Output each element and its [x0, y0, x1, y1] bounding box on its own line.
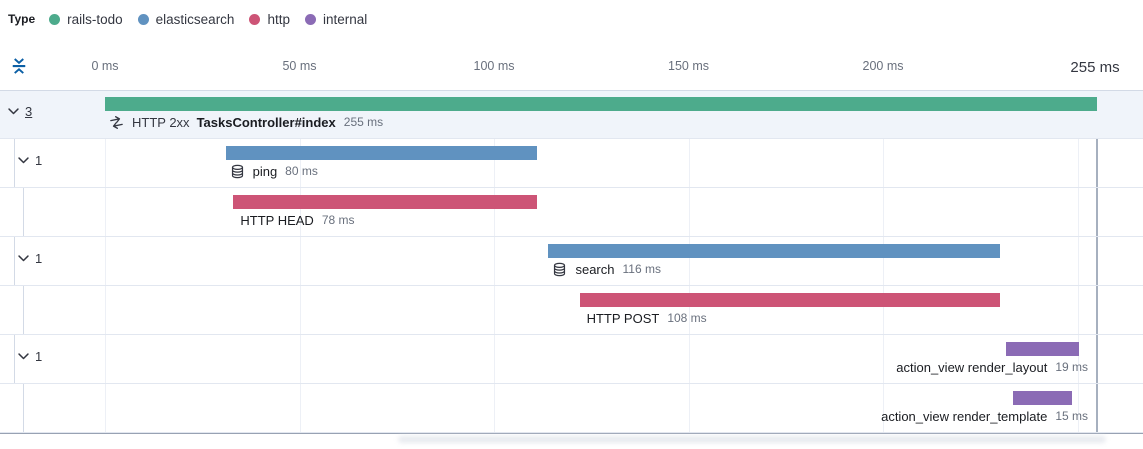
legend-dot-icon: [137, 13, 149, 25]
span-label: search 116 ms: [552, 260, 661, 278]
fold-icon: [10, 57, 28, 78]
timeline-gridline: [688, 90, 690, 433]
axis-end-label: 255 ms: [1070, 59, 1120, 76]
indent-guide-line: [22, 188, 24, 236]
indent-guide-line: [22, 384, 24, 432]
span-label: ping 80 ms: [230, 162, 318, 180]
span-label: HTTP POST 108 ms: [587, 309, 707, 327]
waterfall-row: action_view render_template 15 ms: [0, 384, 1143, 433]
legend-dot-icon: [249, 13, 261, 25]
legend-dot-icon: [304, 13, 316, 25]
accordion-toggle[interactable]: 3: [7, 105, 32, 118]
indent-guide-line: [13, 335, 15, 383]
child-count: 1: [35, 251, 43, 266]
span-name: action_view render_template: [881, 408, 1048, 424]
accordion-toggle[interactable]: 1: [17, 350, 42, 363]
waterfall-row: 1 action_view render_layout 19 ms: [0, 335, 1143, 384]
legend-dot-icon: [49, 13, 61, 25]
accordion-toggle[interactable]: 1: [17, 154, 42, 167]
axis-bottom-border: [0, 90, 1143, 91]
span-duration: 78 ms: [321, 213, 355, 227]
span-name: ping: [252, 163, 278, 179]
span-name: action_view render_layout: [896, 359, 1048, 375]
span-bar-elasticsearch[interactable]: [548, 244, 1000, 258]
span-bar-http[interactable]: [579, 293, 1000, 307]
legend-item-label: internal: [322, 11, 368, 27]
span-duration: 108 ms: [667, 311, 707, 325]
legend-item-label: rails-todo: [67, 11, 123, 27]
waterfall-row: HTTP POST 108 ms: [0, 286, 1143, 335]
merge-transaction-icon: [109, 115, 124, 130]
timeline-gridline: [299, 90, 301, 433]
axis-tick-label: 50 ms: [282, 59, 317, 73]
span-name: HTTP POST: [586, 310, 660, 326]
span-duration: 15 ms: [1055, 409, 1088, 423]
waterfall-row: 1 search 116 ms: [0, 237, 1143, 286]
chevron-down-icon: [7, 105, 20, 118]
chevron-down-icon: [17, 154, 30, 167]
legend-item-label: http: [267, 11, 290, 27]
legend-item-internal: internal: [304, 11, 368, 27]
span-label: action_view render_layout 19 ms: [896, 358, 1088, 376]
span-label: HTTP HEAD 78 ms: [240, 211, 354, 229]
indent-guide-line: [13, 139, 15, 187]
database-icon: [230, 164, 245, 179]
chevron-down-icon: [17, 252, 30, 265]
span-bar-rails-todo[interactable]: [105, 97, 1097, 111]
span-duration: 255 ms: [343, 115, 384, 129]
waterfall-row: 3 HTTP 2xx TasksController#index 255 ms: [0, 90, 1143, 139]
timeline-gridline: [1077, 90, 1079, 433]
span-prefix: HTTP 2xx: [132, 114, 190, 130]
span-bar-elasticsearch[interactable]: [225, 146, 537, 160]
span-bar-internal[interactable]: [1005, 342, 1080, 356]
timeline-gridline: [883, 90, 885, 433]
horizontal-scrollbar[interactable]: [398, 436, 1106, 443]
timeline-gridline: [105, 90, 106, 433]
legend-item-elasticsearch: elasticsearch: [137, 11, 235, 27]
accordion-toggle[interactable]: 1: [17, 252, 42, 265]
waterfall-row: 1 ping 80 ms: [0, 139, 1143, 188]
child-count: 1: [35, 153, 43, 168]
legend-item-rails-todo: rails-todo: [49, 12, 123, 27]
chevron-down-icon: [17, 350, 30, 363]
legend-item-http: http: [249, 12, 290, 27]
span-label: HTTP 2xx TasksController#index 255 ms: [109, 113, 383, 131]
axis-tick-label: 100 ms: [473, 59, 515, 73]
axis-tick-label: 200 ms: [862, 59, 904, 73]
trace-end-marker-line: [1096, 90, 1098, 433]
chart-bottom-border: [0, 433, 1143, 434]
axis-tick-label: 150 ms: [668, 59, 710, 73]
axis-tick-label: 0 ms: [91, 59, 119, 73]
waterfall-row: HTTP HEAD 78 ms: [0, 188, 1143, 237]
type-legend: Type rails-todo elasticsearch http internal: [8, 8, 382, 30]
collapse-all-button[interactable]: [6, 54, 32, 80]
legend-item-label: elasticsearch: [155, 11, 235, 27]
span-duration: 19 ms: [1055, 360, 1088, 374]
timeline-gridline: [494, 90, 496, 433]
span-label: action_view render_template 15 ms: [881, 407, 1088, 425]
child-count: 1: [35, 349, 43, 364]
span-name: HTTP HEAD: [240, 212, 314, 228]
indent-guide-line: [22, 286, 24, 334]
child-count: 3: [25, 104, 33, 119]
span-bar-http[interactable]: [233, 195, 537, 209]
span-name: search: [575, 261, 615, 277]
database-icon: [552, 262, 567, 277]
span-bar-internal[interactable]: [1013, 391, 1072, 405]
legend-title: Type: [8, 12, 36, 26]
span-duration: 80 ms: [285, 164, 318, 178]
indent-guide-line: [13, 237, 15, 285]
span-duration: 116 ms: [622, 262, 661, 276]
span-name: TasksController#index: [196, 114, 336, 130]
